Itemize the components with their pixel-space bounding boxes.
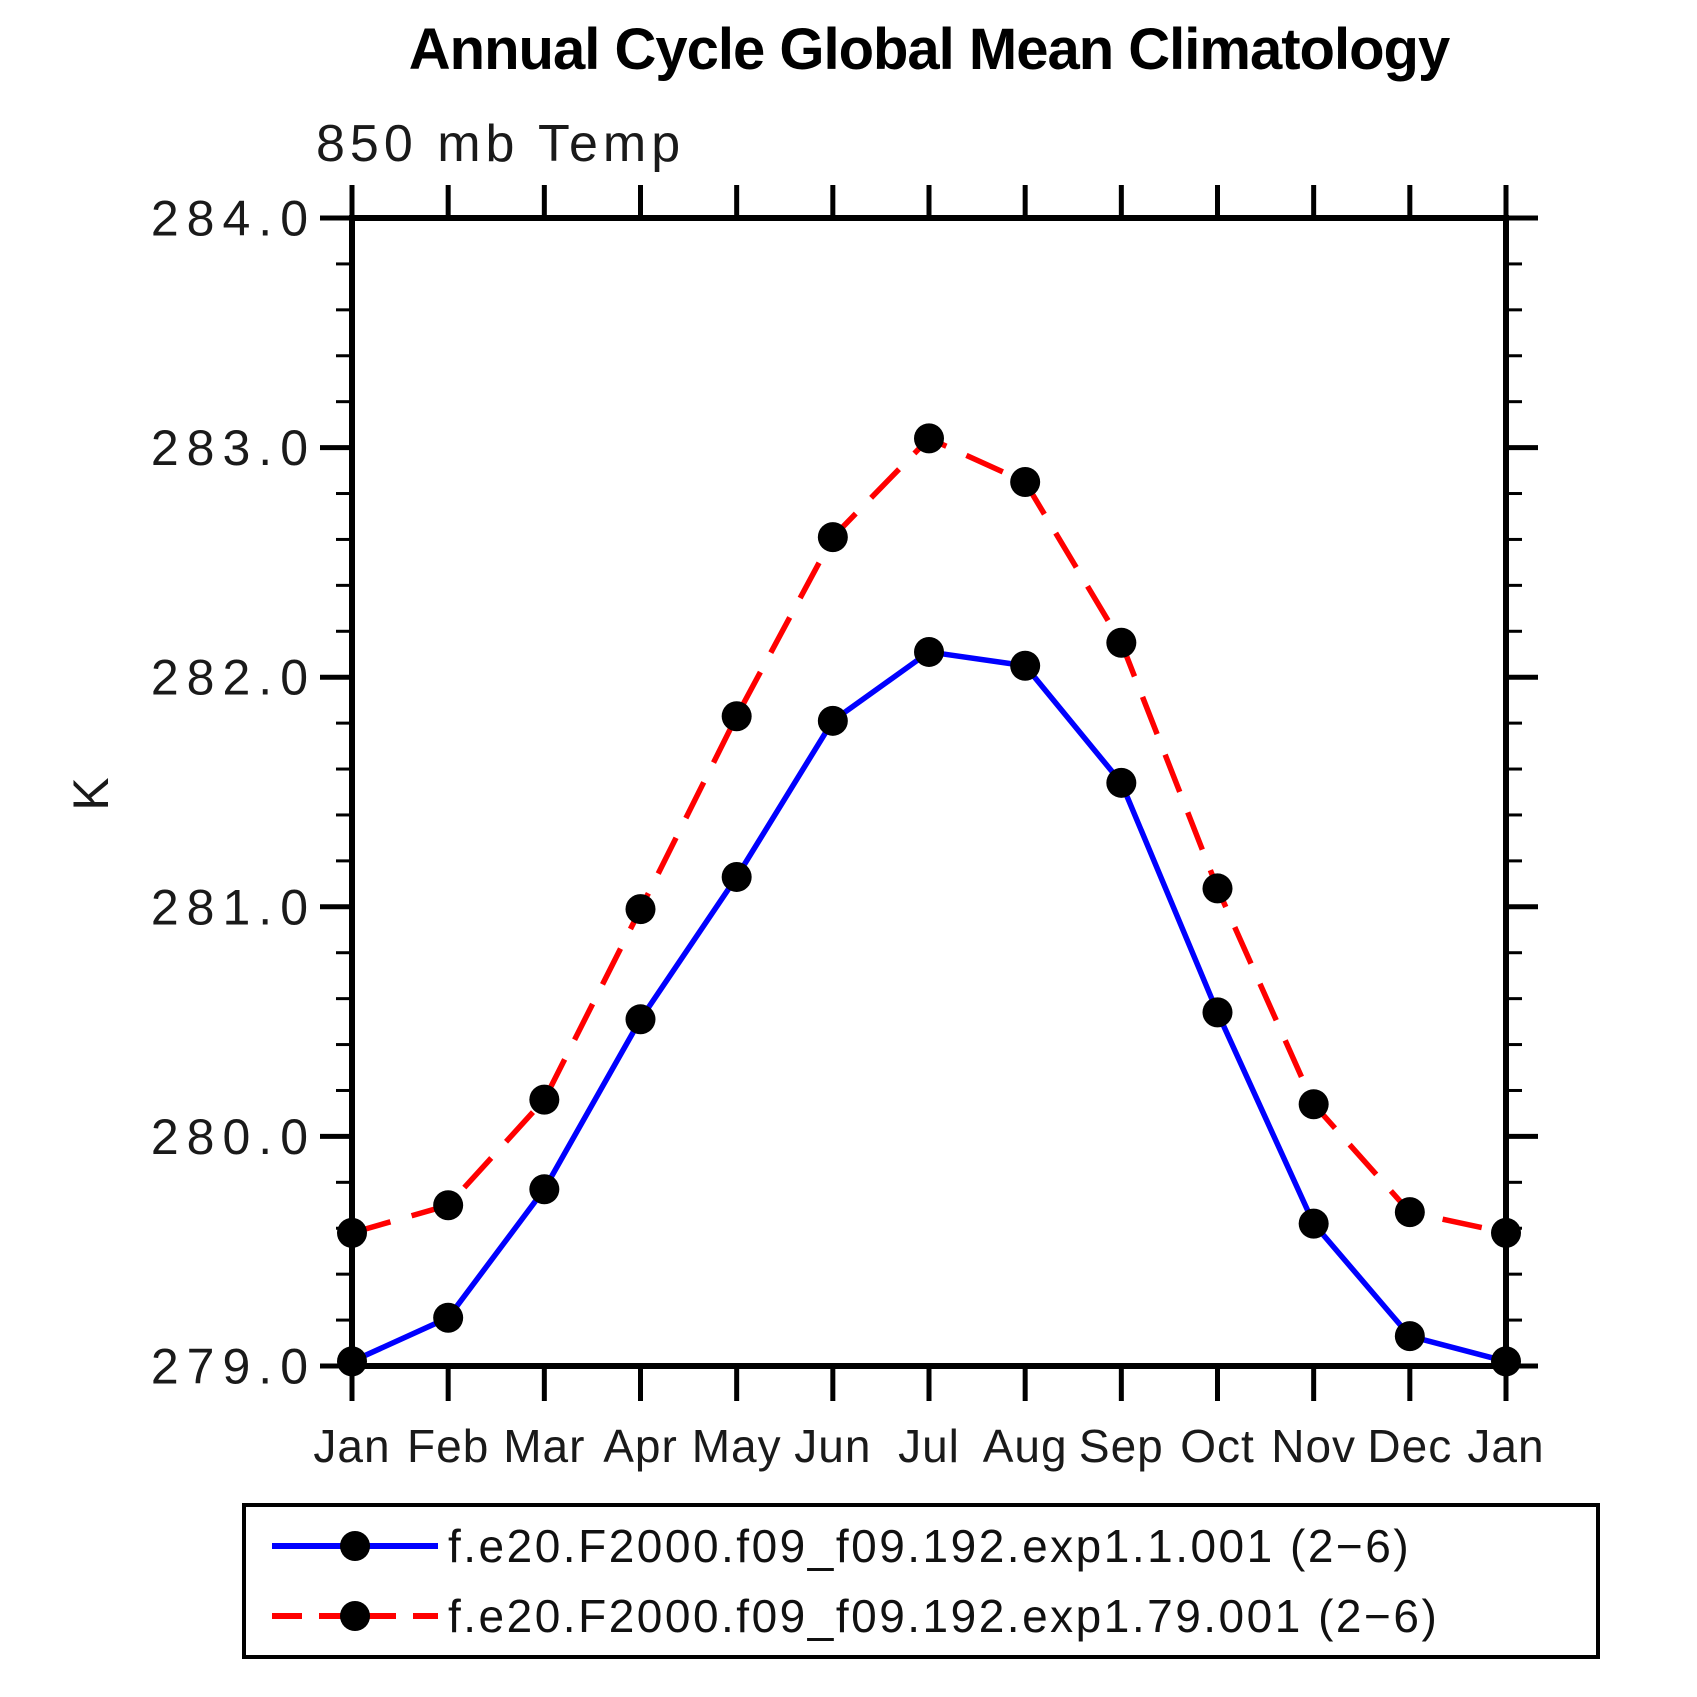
series-1-marker xyxy=(914,423,944,454)
plot-box xyxy=(349,215,1509,1369)
legend-label-series-1: f.e20.F2000.f09_f09.192.exp1.1.001 (2−6) xyxy=(448,1520,1412,1572)
y-tick-label: 280.0 xyxy=(151,1109,316,1165)
y-tick-label: 283.0 xyxy=(151,420,316,476)
series-line-1 xyxy=(351,435,1507,1236)
series-0-marker xyxy=(721,861,752,892)
x-tick-label: Aug xyxy=(983,1420,1068,1472)
x-tick-label: Dec xyxy=(1367,1420,1452,1472)
series-0-marker xyxy=(433,1302,464,1333)
series-1-marker xyxy=(625,894,656,925)
series-0-marker xyxy=(1298,1208,1329,1239)
series-1-marker xyxy=(1491,1217,1521,1248)
legend-label-series-2: f.e20.F2000.f09_f09.192.exp1.79.001 (2−6… xyxy=(448,1590,1440,1642)
x-tick-label: Sep xyxy=(1079,1420,1164,1472)
x-tick-label: Feb xyxy=(407,1420,489,1472)
x-tick-label: Nov xyxy=(1271,1420,1356,1472)
x-tick-label: Jun xyxy=(794,1420,871,1472)
x-tick-label: Jan xyxy=(1467,1420,1544,1472)
series-line-0 xyxy=(350,649,1507,1365)
series-1-marker xyxy=(1010,467,1041,498)
series-0-marker xyxy=(1106,767,1137,798)
series-1-marker xyxy=(817,522,848,553)
legend-row-series-1: f.e20.F2000.f09_f09.192.exp1.1.001 (2−6) xyxy=(270,1519,1596,1573)
legend-line-sample-dashed xyxy=(272,1601,438,1631)
x-tick-label: May xyxy=(692,1420,782,1472)
chart-subtitle: 850 mb Temp xyxy=(316,115,686,173)
series-0-marker xyxy=(1202,997,1233,1028)
y-tick-label: 284.0 xyxy=(151,191,316,247)
series-0-marker xyxy=(529,1174,560,1205)
series-0-marker xyxy=(625,1004,656,1035)
x-tick-label: Apr xyxy=(603,1420,678,1472)
series-1-marker xyxy=(1202,873,1233,904)
x-tick-label: Jul xyxy=(898,1420,960,1472)
y-tick-label: 281.0 xyxy=(151,879,316,935)
series-1-marker xyxy=(1394,1197,1425,1228)
x-tick-label: Oct xyxy=(1180,1420,1255,1472)
y-axis-title: K xyxy=(63,773,119,810)
series-1-marker xyxy=(337,1217,367,1248)
series-0-marker xyxy=(817,705,848,736)
series-0-marker xyxy=(914,636,944,667)
chart-title: Annual Cycle Global Mean Climatology xyxy=(408,17,1450,82)
series-0-marker xyxy=(1491,1346,1521,1377)
chart-legend: f.e20.F2000.f09_f09.192.exp1.1.001 (2−6)… xyxy=(242,1503,1600,1659)
series-1-marker xyxy=(1298,1089,1329,1120)
series-0-marker xyxy=(337,1346,367,1377)
series-1-marker xyxy=(433,1190,464,1221)
y-tick-label: 282.0 xyxy=(151,650,316,706)
x-tick-label: Jan xyxy=(313,1420,390,1472)
series-1-marker xyxy=(529,1084,560,1115)
series-0-marker xyxy=(1010,650,1041,681)
x-tick-label: Mar xyxy=(503,1420,585,1472)
legend-line-sample-solid xyxy=(272,1531,438,1561)
y-tick-label: 279.0 xyxy=(151,1339,316,1395)
series-0-marker xyxy=(1394,1321,1425,1352)
series-1-marker xyxy=(1106,627,1137,658)
legend-row-series-2: f.e20.F2000.f09_f09.192.exp1.79.001 (2−6… xyxy=(270,1589,1596,1643)
series-1-marker xyxy=(721,701,752,732)
